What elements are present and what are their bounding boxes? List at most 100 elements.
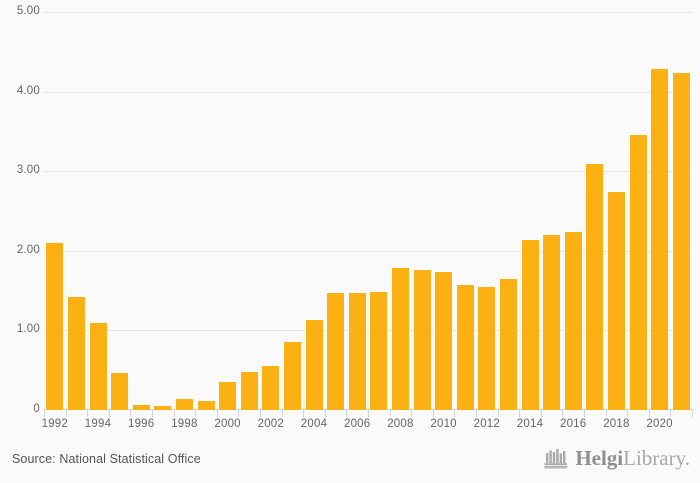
x-axis-tick	[519, 410, 521, 417]
x-axis-tick	[692, 410, 693, 417]
x-axis-tick	[152, 410, 153, 417]
x-axis-tick-label-2006: 2006	[343, 418, 371, 430]
x-axis-tick	[260, 410, 261, 417]
bar-2020[interactable]	[651, 69, 669, 410]
bar-2003[interactable]	[283, 341, 301, 410]
bar-1993[interactable]	[67, 296, 85, 410]
x-axis-tick	[497, 410, 499, 417]
logo-secondary-text: Library	[623, 446, 685, 470]
plot-area: 0 1.00 2.00 3.00 4.00 5.00	[17, 5, 692, 415]
x-axis-tick	[627, 410, 629, 417]
x-axis-tick	[173, 410, 175, 417]
bar-2002[interactable]	[262, 366, 280, 410]
gridline-5.00	[44, 12, 692, 13]
x-axis-tick-label-2000: 2000	[214, 418, 241, 430]
x-axis-tick	[238, 410, 240, 417]
gridline-2.00	[44, 250, 692, 252]
bars-series	[44, 12, 692, 410]
gridline-4.00	[44, 91, 692, 93]
helgi-library-logo[interactable]: HelgiLibrary.	[543, 447, 690, 469]
x-axis-tick	[65, 410, 67, 417]
source-label: Source: National Statistical Office	[12, 452, 201, 466]
bar-1998[interactable]	[175, 398, 193, 410]
x-axis-tick	[540, 410, 542, 417]
x-axis-tick	[324, 410, 326, 417]
bar-2012[interactable]	[478, 287, 496, 410]
x-axis-tick	[303, 410, 305, 417]
bar-2004[interactable]	[305, 320, 323, 410]
y-axis-tick-label: 2.00	[16, 243, 40, 256]
bar-2010[interactable]	[435, 271, 453, 410]
library-building-icon	[543, 449, 569, 469]
x-axis-tick-label-2018: 2018	[603, 418, 630, 430]
y-axis-tick-label: 0	[33, 403, 40, 415]
x-axis-tick	[670, 410, 672, 417]
x-axis-tick	[605, 410, 607, 417]
bar-2013[interactable]	[499, 279, 517, 410]
bar-1996[interactable]	[132, 405, 150, 410]
x-axis-tick	[454, 410, 456, 417]
bar-2009[interactable]	[413, 269, 431, 410]
bar-2021[interactable]	[672, 72, 690, 410]
x-axis-tick-label-2008: 2008	[387, 418, 414, 430]
bar-2015[interactable]	[543, 234, 561, 410]
x-axis-tick-label-1998: 1998	[171, 418, 198, 430]
bar-2005[interactable]	[327, 293, 345, 410]
x-axis-tick	[476, 410, 477, 417]
x-axis-tick	[562, 410, 564, 417]
x-axis-tick	[432, 410, 434, 417]
x-axis-tick	[108, 410, 110, 417]
bar-2007[interactable]	[370, 292, 388, 410]
logo-primary-text: Helgi	[575, 446, 624, 470]
bar-2001[interactable]	[240, 371, 258, 410]
bar-2014[interactable]	[521, 240, 539, 410]
y-axis-tick-label: 4.00	[16, 84, 40, 97]
x-axis-tick	[648, 410, 650, 417]
x-axis-tick	[281, 410, 283, 417]
x-axis-tick	[368, 410, 369, 417]
bar-2016[interactable]	[564, 231, 582, 410]
x-axis-tick-label-2002: 2002	[257, 418, 284, 430]
x-axis-tick-label-2012: 2012	[473, 418, 500, 430]
bar-2017[interactable]	[586, 164, 604, 410]
bar-1992[interactable]	[46, 242, 64, 410]
x-axis-tick-label-2004: 2004	[300, 418, 328, 430]
logo-suffix-text: .	[684, 446, 690, 470]
x-axis-tick-label-1996: 1996	[127, 418, 155, 430]
bar-1995[interactable]	[111, 373, 129, 410]
gridline-0	[44, 409, 692, 410]
bar-2006[interactable]	[348, 293, 366, 410]
x-axis-tick	[584, 410, 585, 417]
gridline-3.00	[44, 171, 692, 173]
bar-1999[interactable]	[197, 401, 215, 410]
bar-1997[interactable]	[154, 406, 172, 410]
y-axis-tick-label: 5.00	[16, 5, 40, 17]
bar-2011[interactable]	[456, 285, 474, 410]
bar-1994[interactable]	[89, 323, 107, 410]
bar-2018[interactable]	[607, 191, 625, 410]
logo-wordmark: HelgiLibrary.	[575, 447, 690, 469]
x-axis-tick-label-2016: 2016	[559, 418, 587, 430]
bar-2008[interactable]	[391, 267, 409, 410]
bar-2000[interactable]	[219, 382, 237, 410]
x-axis-tick	[216, 410, 218, 417]
x-axis-tick	[44, 410, 45, 417]
y-axis-tick-label: 3.00	[16, 164, 40, 177]
x-axis-tick-label-2010: 2010	[430, 418, 457, 430]
x-axis: 1992 1994 1996 1998 2000 2002 2004 2006 2008 2010…	[42, 410, 693, 440]
x-axis-tick	[346, 410, 348, 417]
x-axis-tick	[130, 410, 132, 417]
x-axis-tick	[87, 410, 89, 417]
x-axis-tick-label-1992: 1992	[41, 418, 68, 430]
gridline-1.00	[44, 330, 692, 332]
x-axis-tick	[195, 410, 197, 417]
x-axis-tick-label-2014: 2014	[516, 418, 544, 430]
chart-footer: Source: National Statistical Office Helg…	[0, 440, 700, 483]
x-axis-tick	[411, 410, 413, 417]
x-axis-tick	[389, 410, 391, 417]
x-axis-tick-label-1994: 1994	[84, 418, 112, 430]
y-axis-tick-label: 1.00	[16, 323, 40, 336]
bar-2019[interactable]	[629, 134, 647, 410]
x-axis-tick-label-2020: 2020	[646, 418, 673, 430]
